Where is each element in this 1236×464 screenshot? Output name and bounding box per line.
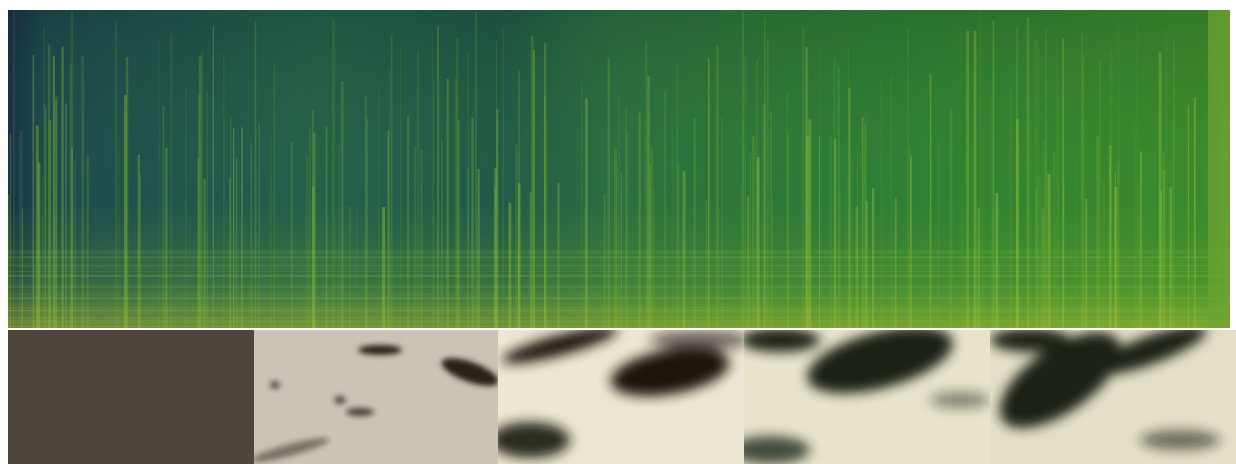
frame-2 xyxy=(250,330,502,464)
frame-5 xyxy=(984,314,1236,464)
frame-3 xyxy=(490,320,750,464)
scene xyxy=(0,0,1236,464)
page: (() => { const svg = document.getElement… xyxy=(0,0,1236,464)
frame-1 xyxy=(8,330,254,464)
spectrogram-shading xyxy=(8,10,1230,328)
frame-4 xyxy=(730,314,990,464)
spectrogram-edge xyxy=(1208,10,1230,328)
